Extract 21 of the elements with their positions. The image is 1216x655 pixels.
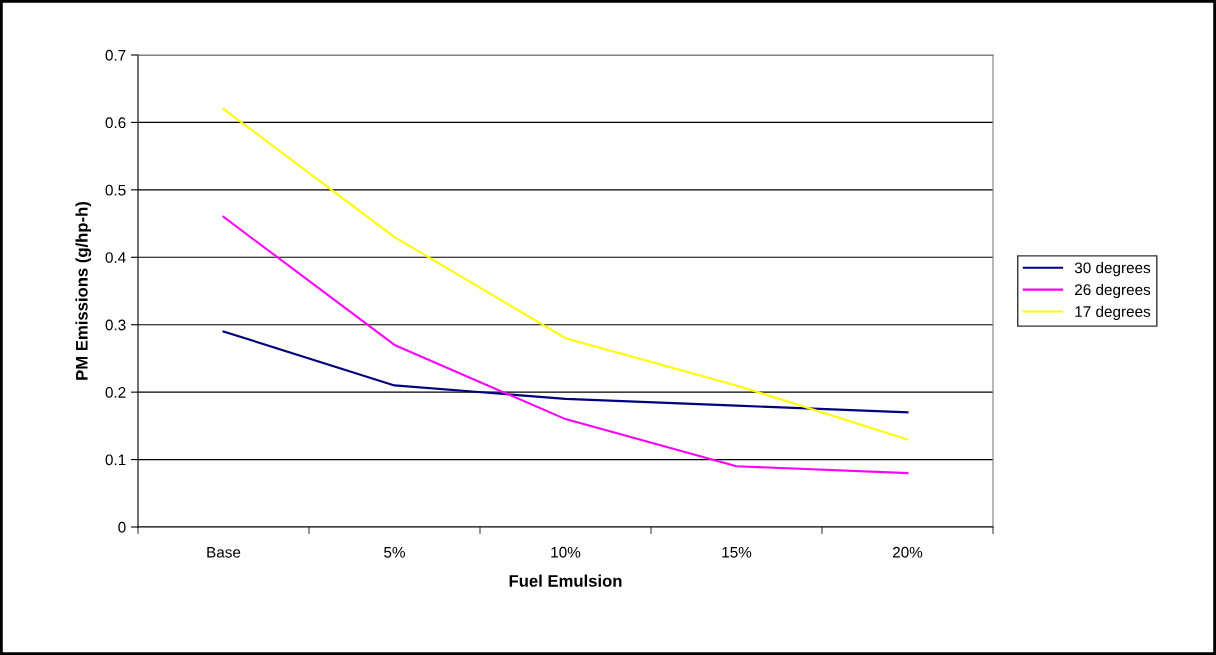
x-axis-title: Fuel Emulsion — [509, 574, 622, 587]
y-tick-label: 0.1 — [105, 454, 126, 466]
y-axis-title: PM Emissions (g/hp-h) — [75, 202, 92, 380]
x-tick-label: Base — [207, 547, 241, 558]
x-tick-label: 5% — [384, 546, 405, 558]
x-tick-label: 10% — [551, 546, 581, 558]
legend-label: 30 degrees — [1074, 262, 1151, 277]
y-tick-label: 0.3 — [105, 319, 126, 331]
y-tick-label: 0.7 — [105, 49, 126, 61]
y-tick-label: 0.5 — [105, 184, 126, 196]
y-tick-label: 0 — [118, 521, 126, 533]
x-tick-label: 15% — [722, 546, 752, 558]
legend-label: 17 degrees — [1075, 305, 1151, 320]
y-tick-label: 0.6 — [105, 117, 126, 129]
y-tick-label: 0.4 — [105, 252, 126, 263]
y-tick-label: 0.2 — [105, 387, 126, 398]
legend-label: 26 degrees — [1075, 283, 1151, 299]
x-tick-label: 20% — [892, 546, 923, 558]
line-series — [222, 215, 909, 475]
line-series — [222, 107, 909, 441]
line-series — [222, 330, 909, 414]
